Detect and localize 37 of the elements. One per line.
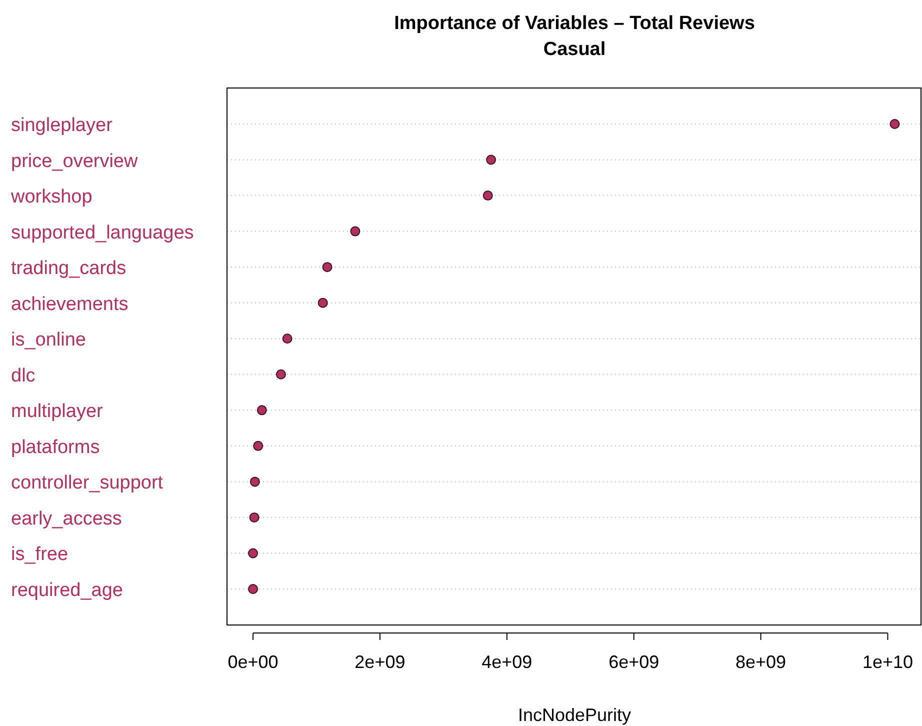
y-tick-label: dlc [11,365,36,386]
point [249,512,260,522]
point [890,119,900,129]
point [282,334,292,344]
point [322,262,332,272]
point [276,369,286,380]
y-tick-label: is_free [11,544,68,566]
x-axis-title: IncNodePurity [518,705,632,725]
point [482,190,493,201]
y-tick-label: supported_languages [11,222,194,244]
x-tick-label: 2e+09 [354,652,406,672]
x-tick-label: 8e+09 [736,652,786,672]
y-tick-label: trading_cards [11,258,126,280]
point [350,226,360,236]
y-tick-label: plataforms [11,436,100,458]
x-tick-label: 6e+09 [608,652,660,672]
point [318,298,328,308]
y-tick-label: achievements [11,294,128,315]
y-tick-label: controller_support [11,472,164,494]
point [248,548,258,558]
y-tick-label: early_access [11,508,122,530]
x-tick-label: 4e+09 [482,652,532,672]
y-tick-label: is_online [11,330,86,351]
y-tick-label: multiplayer [11,401,104,422]
chart-subtitle: Casual [543,39,606,60]
x-tick-label: 0e+00 [228,652,278,672]
point [486,154,496,165]
y-tick-label: workshop [10,186,92,208]
chart-title: Importance of Variables – Total Reviews [394,13,755,34]
point [248,584,258,594]
point [256,405,267,416]
y-tick-label: singleplayer [11,115,114,136]
point [253,440,264,451]
x-tick-label: 1e+10 [862,652,914,672]
point [250,476,260,487]
y-tick-label: price_overview [11,150,138,172]
y-tick-label: required_age [11,580,123,601]
